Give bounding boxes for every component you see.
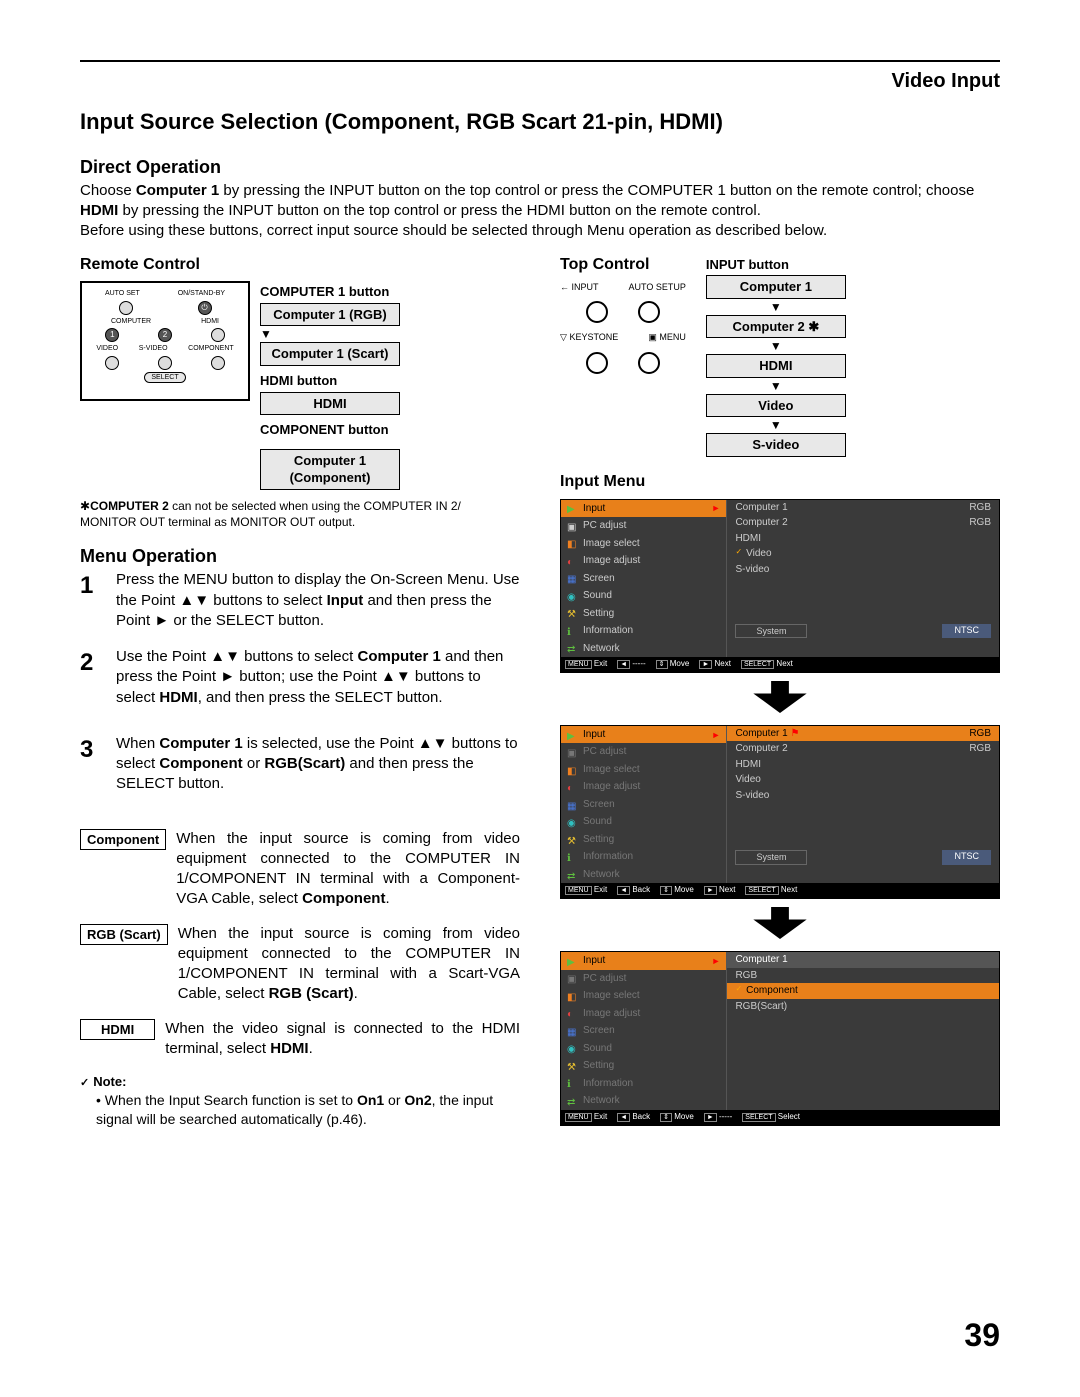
note-body: • When the Input Search function is set …: [80, 1091, 520, 1129]
page-number: 39: [964, 1314, 1000, 1357]
input-menu-heading: Input Menu: [560, 471, 1000, 493]
remote-control-heading: Remote Control: [80, 254, 520, 276]
flow-video: Video: [706, 394, 846, 418]
big-down-arrow-icon: [560, 907, 1000, 939]
input-button-label: INPUT button: [706, 256, 789, 274]
flow-svideo: S-video: [706, 433, 846, 457]
osd-screen-1: ▶Input►▣PC adjust◧Image select◐Image adj…: [560, 499, 1000, 673]
direct-operation-heading: Direct Operation: [80, 155, 1000, 179]
hdmi-button-label: HDMI button: [260, 372, 337, 390]
down-arrow-icon: ▼: [260, 328, 272, 340]
step-1: 1 Press the MENU button to display the O…: [80, 570, 520, 631]
main-heading: Input Source Selection (Component, RGB S…: [80, 107, 1000, 137]
note-heading: Note:: [80, 1073, 520, 1091]
direct-op-para1: Choose Computer 1 by pressing the INPUT …: [80, 181, 1000, 222]
flow-hdmi: HDMI: [706, 354, 846, 378]
def-rgb-scart: RGB (Scart) When the input source is com…: [80, 924, 520, 1005]
menu-operation-heading: Menu Operation: [80, 544, 520, 568]
step-3: 3 When Computer 1 is selected, use the P…: [80, 734, 520, 795]
hdmi-box: HDMI: [260, 392, 400, 416]
top-control-diagram: ← INPUT AUTO SETUP ▽ KEYSTONE ▣ MENU: [560, 281, 686, 373]
flow-computer1: Computer 1: [706, 275, 846, 299]
flow-computer2: Computer 2 ✱: [706, 315, 846, 339]
def-component: Component When the input source is comin…: [80, 829, 520, 910]
component-button-label: COMPONENT button: [260, 421, 389, 439]
step-2: 2 Use the Point ▲▼ buttons to select Com…: [80, 647, 520, 708]
computer1-component-box: Computer 1 (Component): [260, 449, 400, 490]
computer2-footnote: ✱COMPUTER 2 can not be selected when usi…: [80, 498, 520, 530]
section-label: Video Input: [80, 68, 1000, 95]
big-down-arrow-icon: [560, 681, 1000, 713]
computer1-scart-box: Computer 1 (Scart): [260, 342, 400, 366]
top-control-heading: Top Control: [560, 254, 686, 276]
remote-control-diagram: AUTO SET ON/STAND-BY ⏻ COMPUTER HDMI 1 2: [80, 281, 520, 489]
osd-screen-3: ▶Input►▣PC adjust◧Image select◐Image adj…: [560, 951, 1000, 1125]
computer1-rgb-box: Computer 1 (RGB): [260, 303, 400, 327]
direct-op-para2: Before using these buttons, correct inpu…: [80, 221, 1000, 241]
def-hdmi: HDMI When the video signal is connected …: [80, 1019, 520, 1060]
osd-screen-2: ▶Input►▣PC adjust◧Image select◐Image adj…: [560, 725, 1000, 899]
computer1-button-label: COMPUTER 1 button: [260, 283, 389, 301]
